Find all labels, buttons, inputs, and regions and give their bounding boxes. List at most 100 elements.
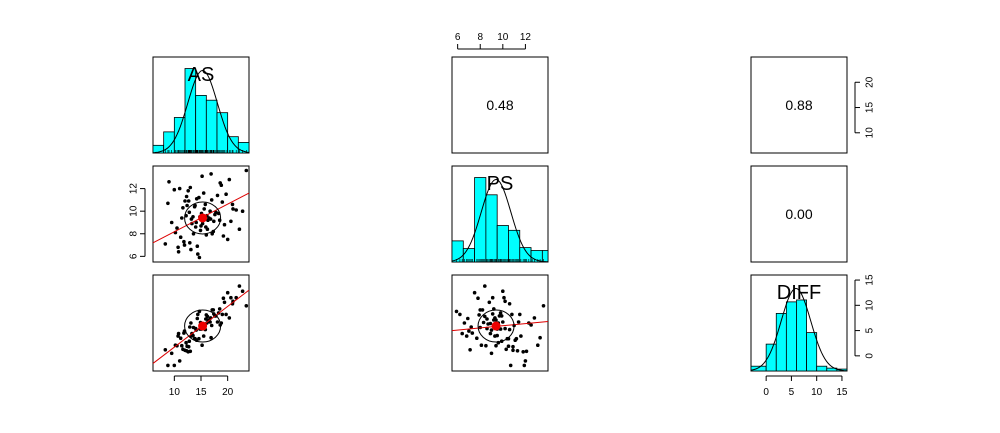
scatter-point [172, 187, 177, 192]
variable-label-ps: PS [487, 173, 514, 195]
hist-bar-diff [816, 365, 828, 372]
scatter-point [521, 350, 525, 354]
scatter-point [484, 343, 488, 348]
scatter-point [498, 311, 503, 315]
correlation-label-as-ps: 0.48 [486, 97, 513, 113]
hist-bar-ps [485, 194, 498, 263]
scatter-point [224, 312, 228, 317]
scatter-point [227, 177, 232, 182]
correlation-ellipse [184, 309, 222, 343]
scatter-point [220, 312, 225, 317]
scatter-point [200, 221, 205, 226]
scatter-point [237, 227, 242, 231]
correlation-label-as-diff: 0.88 [785, 97, 812, 113]
scatter-point [184, 340, 188, 345]
x-axis-diff-tick-label: 0 [763, 387, 769, 398]
y-axis-ps-tick-label: 12 [129, 183, 140, 195]
x-axis-diff-tick-label: 5 [789, 387, 795, 398]
panel-as-ps [451, 56, 549, 154]
scatter-point [185, 203, 189, 208]
scatter-point [201, 191, 206, 195]
scatter-point [222, 300, 227, 305]
scatter-point [180, 343, 184, 348]
scatter-point [187, 210, 192, 215]
scatter-point [200, 343, 204, 348]
x-axis-ps-tick-label: 12 [520, 32, 532, 43]
hist-bar-diff [796, 299, 807, 372]
scatter-point [221, 234, 226, 238]
scatter-point [215, 320, 220, 324]
hist-bar-ps [496, 225, 509, 263]
density-curve-as [152, 69, 250, 154]
variable-label-diff: DIFF [777, 282, 821, 304]
scatter-point [472, 290, 477, 295]
scatter-point [169, 220, 174, 225]
scatter-point [523, 359, 528, 363]
scatter-point [186, 344, 191, 349]
scatter-point [477, 313, 481, 317]
scatter-point [466, 316, 470, 321]
scatter-point [193, 203, 197, 208]
scatter-point [212, 219, 216, 224]
scatter-point [203, 202, 208, 207]
scatter-point [183, 199, 187, 203]
scatter-point [492, 318, 496, 322]
scatter-point [469, 325, 474, 329]
scatter-point [490, 312, 495, 316]
scatter-point [510, 312, 514, 317]
correlation-ellipse [184, 201, 222, 235]
scatter-point [217, 307, 222, 311]
scatter-point [186, 189, 190, 193]
scatter-point [184, 194, 189, 199]
x-axis-diff-tick-label: 15 [836, 387, 848, 398]
scatter-point [488, 331, 493, 336]
scatter-point [210, 308, 214, 312]
scatter-point [181, 206, 185, 210]
panel-diff-ps [451, 274, 549, 372]
scatter-point [227, 316, 232, 320]
x-axis-as-tick-label: 20 [222, 387, 234, 398]
scatter-point [202, 207, 206, 211]
scatter-point [493, 334, 497, 338]
scatter-point [178, 235, 183, 239]
scatter-point [488, 321, 493, 326]
scatter-point [513, 338, 517, 343]
scatter-point [511, 348, 515, 353]
scatter-point [503, 299, 507, 304]
x-axis-ps-tick-label: 8 [477, 32, 483, 43]
scatter-point [189, 217, 194, 221]
y-axis-diff-tick-label: 15 [865, 274, 876, 286]
scatter-point [218, 181, 222, 185]
scatter-point [494, 343, 498, 348]
scatter-point [180, 216, 184, 220]
scatter-point [507, 327, 512, 332]
scatter-point [504, 347, 509, 352]
scatter-point [200, 174, 204, 178]
scatter-point [234, 295, 238, 300]
scatter-point [194, 197, 199, 201]
density-curve-ps [451, 178, 548, 263]
scatter-point [522, 363, 527, 368]
scatter-point [215, 193, 220, 198]
y-axis-diff-tick-label: 0 [865, 353, 876, 359]
scatter-point [529, 323, 533, 327]
scatter-point [172, 363, 177, 368]
y-axis-as-tick-label: 10 [865, 127, 876, 139]
scatter-point [244, 304, 249, 308]
scatter-point [221, 296, 226, 301]
scatter-point [502, 295, 506, 300]
scatter-point [511, 344, 515, 349]
y-axis-diff-tick-label: 10 [865, 299, 876, 311]
scatter-point [166, 363, 170, 368]
variable-label-as: AS [188, 64, 215, 86]
scatter-point [181, 347, 185, 352]
scatter-point [177, 186, 182, 191]
scatter-point [458, 312, 462, 317]
scatter-point [468, 348, 472, 352]
scatter-point [189, 321, 193, 325]
scatter-point [489, 328, 494, 332]
scatter-point [206, 218, 210, 222]
scatter-point [195, 244, 200, 248]
scatter-point [204, 313, 209, 317]
scatter-point [204, 225, 208, 229]
